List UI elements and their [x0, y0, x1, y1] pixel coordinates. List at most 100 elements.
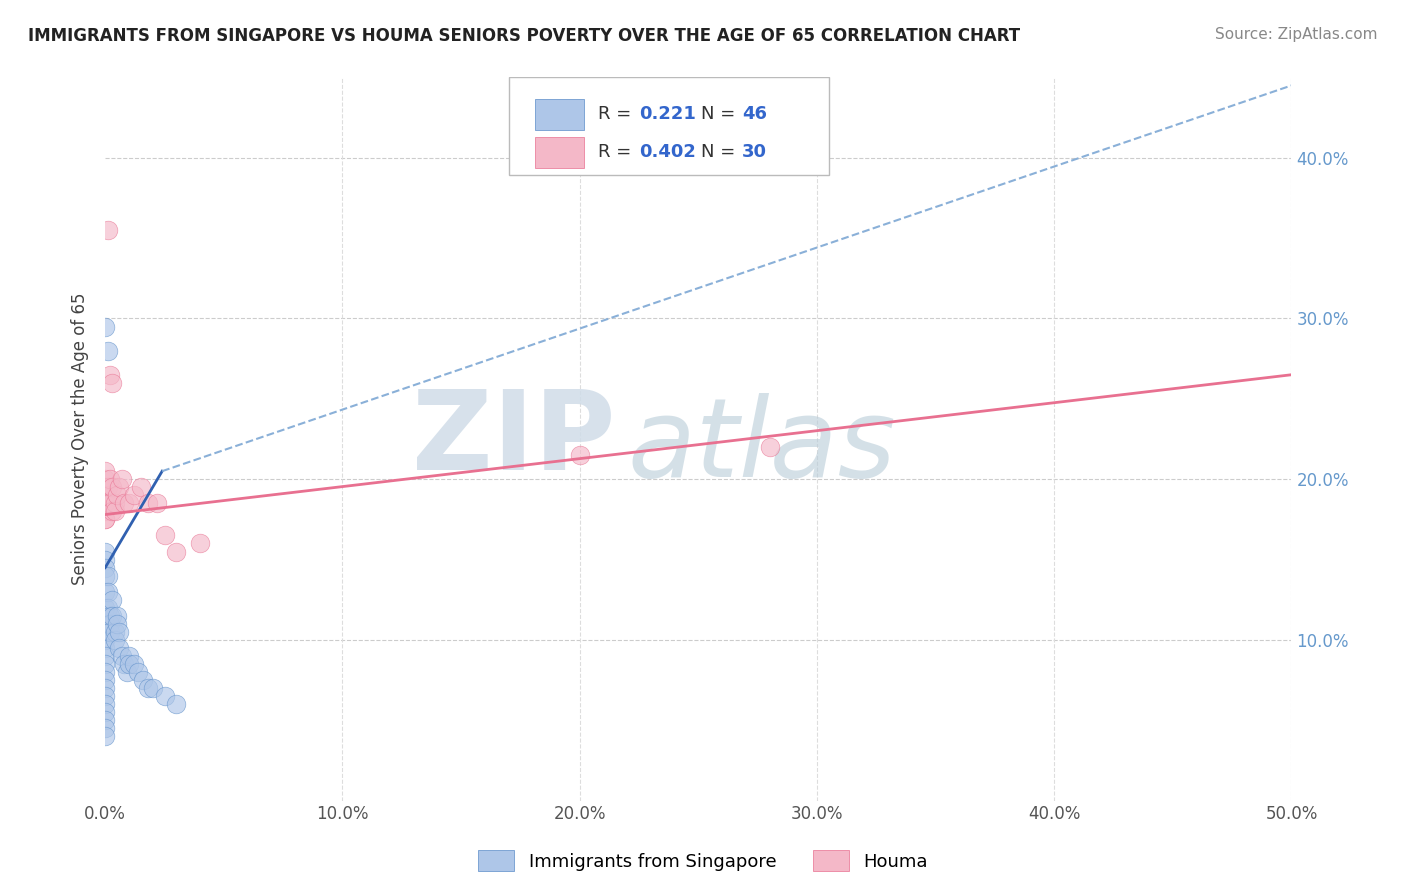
Point — [98, 624, 121, 639]
Point — [94, 512, 117, 526]
Point — [94, 729, 117, 743]
Point — [188, 536, 211, 550]
Point — [94, 640, 117, 655]
Point — [98, 472, 121, 486]
Point — [108, 624, 131, 639]
Point — [94, 488, 117, 502]
Point — [111, 472, 134, 486]
Point — [97, 480, 120, 494]
Point — [94, 496, 117, 510]
Text: atlas: atlas — [627, 392, 896, 500]
Point — [153, 528, 176, 542]
Point — [758, 440, 780, 454]
Point — [94, 689, 117, 703]
Point — [104, 632, 127, 647]
Text: 30: 30 — [742, 143, 768, 161]
Point — [97, 343, 120, 358]
Point — [101, 376, 124, 390]
Point — [94, 681, 117, 695]
Point — [122, 488, 145, 502]
Point — [112, 496, 135, 510]
Point — [94, 560, 117, 574]
Point — [94, 673, 117, 687]
Point — [94, 584, 117, 599]
Point — [94, 697, 117, 711]
Point — [94, 648, 117, 663]
Point — [101, 480, 124, 494]
Point — [136, 496, 159, 510]
Point — [94, 616, 117, 631]
Point — [94, 319, 117, 334]
Point — [104, 496, 127, 510]
Point — [94, 713, 117, 727]
Point — [94, 464, 117, 478]
Point — [98, 496, 121, 510]
Point — [129, 480, 152, 494]
Point — [94, 544, 117, 558]
Point — [94, 488, 117, 502]
Point — [118, 496, 141, 510]
Legend: Immigrants from Singapore, Houma: Immigrants from Singapore, Houma — [471, 843, 935, 879]
Point — [132, 673, 155, 687]
Point — [97, 223, 120, 237]
Point — [108, 640, 131, 655]
Point — [98, 608, 121, 623]
Point — [105, 608, 128, 623]
Text: 0.402: 0.402 — [638, 143, 696, 161]
Point — [112, 657, 135, 671]
Point — [94, 472, 117, 486]
Point — [94, 568, 117, 582]
Point — [94, 657, 117, 671]
Point — [118, 648, 141, 663]
Point — [142, 681, 165, 695]
Point — [97, 584, 120, 599]
Point — [105, 616, 128, 631]
Point — [127, 665, 149, 679]
Point — [104, 624, 127, 639]
Point — [94, 721, 117, 735]
Point — [122, 657, 145, 671]
Point — [98, 368, 121, 382]
Text: IMMIGRANTS FROM SINGAPORE VS HOUMA SENIORS POVERTY OVER THE AGE OF 65 CORRELATIO: IMMIGRANTS FROM SINGAPORE VS HOUMA SENIO… — [28, 27, 1021, 45]
Text: N =: N = — [700, 143, 741, 161]
Point — [136, 681, 159, 695]
Bar — [534, 137, 585, 168]
Point — [94, 512, 117, 526]
Point — [94, 600, 117, 615]
Point — [108, 480, 131, 494]
Point — [153, 689, 176, 703]
Point — [101, 608, 124, 623]
Point — [111, 648, 134, 663]
Point — [101, 592, 124, 607]
Point — [94, 552, 117, 566]
Text: 46: 46 — [742, 104, 768, 122]
Point — [115, 665, 138, 679]
Point — [118, 657, 141, 671]
Point — [94, 632, 117, 647]
Point — [105, 488, 128, 502]
Point — [94, 705, 117, 719]
Text: R =: R = — [598, 104, 637, 122]
Point — [165, 697, 187, 711]
Point — [98, 616, 121, 631]
Text: ZIP: ZIP — [412, 385, 616, 492]
Text: 0.221: 0.221 — [638, 104, 696, 122]
Point — [146, 496, 169, 510]
Point — [97, 600, 120, 615]
Point — [94, 496, 117, 510]
Point — [94, 504, 117, 518]
Text: N =: N = — [700, 104, 741, 122]
Point — [94, 665, 117, 679]
Y-axis label: Seniors Poverty Over the Age of 65: Seniors Poverty Over the Age of 65 — [72, 293, 89, 585]
Text: Source: ZipAtlas.com: Source: ZipAtlas.com — [1215, 27, 1378, 42]
Point — [165, 544, 187, 558]
Point — [94, 480, 117, 494]
Point — [101, 504, 124, 518]
Point — [104, 504, 127, 518]
Text: R =: R = — [598, 143, 637, 161]
Point — [97, 568, 120, 582]
Point — [568, 448, 591, 462]
Bar — [534, 99, 585, 129]
FancyBboxPatch shape — [509, 78, 828, 175]
Point — [97, 496, 120, 510]
